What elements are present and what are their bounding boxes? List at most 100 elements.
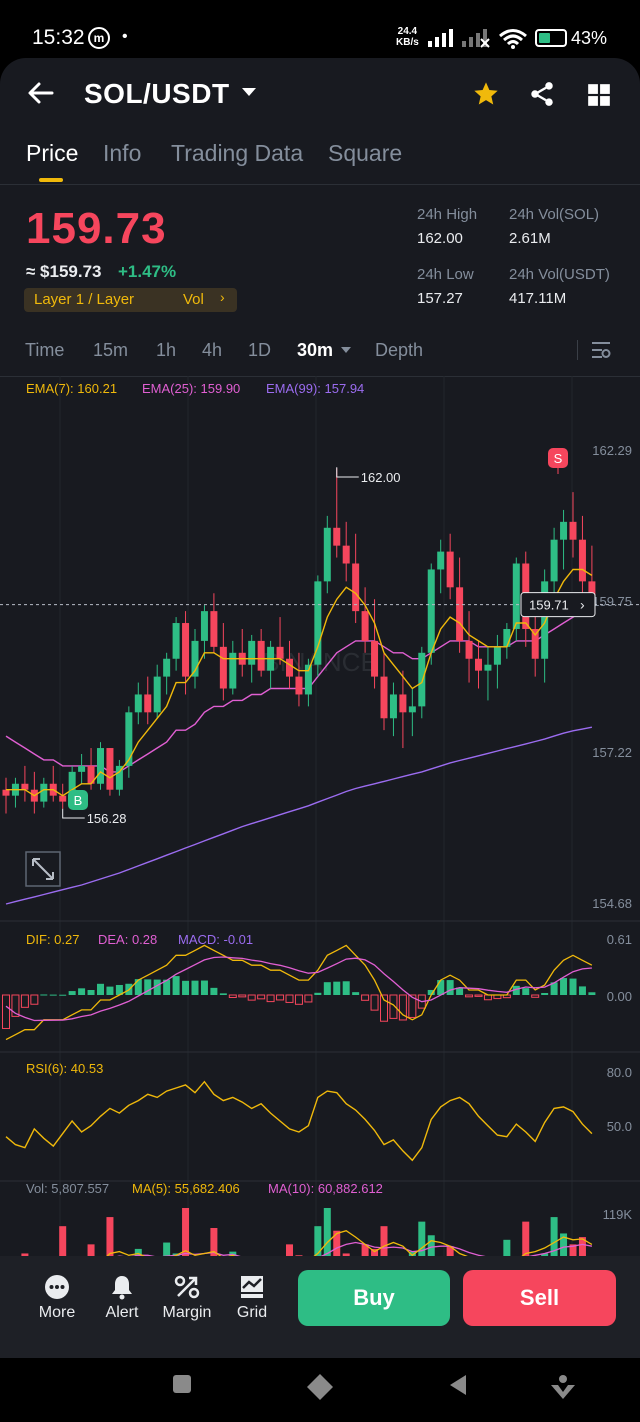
buy-marker-badge [68,790,88,810]
volume-bar [550,1217,558,1256]
candle [475,658,482,671]
expand-icon[interactable] [25,851,61,887]
status-time: 15:32 [32,26,85,49]
macd-histogram-bar [361,994,370,1001]
candle [437,551,445,570]
last-price-label: 159.71 [529,598,569,613]
candle [361,611,369,641]
signal-2-icon [462,29,490,48]
candle [446,551,454,588]
volume-bar [134,1248,142,1256]
macd-histogram-bar [522,988,530,995]
macd-histogram-bar [398,994,407,1021]
volume-bar [182,1208,190,1256]
dif-line [5,944,593,1041]
more-icon [45,1275,69,1299]
candle [304,664,312,695]
timeframe-15m[interactable]: 15m [93,340,129,360]
chart-settings-icon[interactable] [590,339,612,361]
candle [182,623,190,677]
macd-histogram-bar [78,988,86,995]
rsi-legend: RSI(6): 40.53 [26,1061,103,1076]
volume-bar [503,1239,511,1256]
chevron-down-icon[interactable] [240,86,258,98]
tab-info[interactable]: Info [103,140,142,166]
favorite-star-icon[interactable] [472,80,500,108]
more-button[interactable]: More [27,1274,87,1322]
candle [371,640,379,677]
candle [352,563,360,612]
volume-bar [541,1253,549,1256]
last-price-chevron-icon: › [580,597,585,613]
tab-trading-data[interactable]: Trading Data [171,140,304,166]
macd-histogram-bar [531,994,540,998]
buy-button[interactable]: Buy [298,1270,450,1326]
candle [106,748,114,790]
volume-bar [371,1248,379,1256]
low-marker-line [62,808,85,819]
candle [286,658,293,677]
macd-histogram-bar [333,981,341,995]
price-axis-tick: 154.68 [592,896,632,911]
timeframe-time[interactable]: Time [25,340,65,360]
candle [389,694,397,719]
tab-square[interactable]: Square [328,140,403,166]
timeframe-4h[interactable]: 4h [202,340,223,360]
macd-histogram-bar [238,994,247,998]
price-axis-tick: 162.29 [592,443,632,458]
back-arrow-icon[interactable] [26,78,56,108]
grid-label: Grid [236,1304,268,1321]
alert-button[interactable]: Alert [92,1274,152,1322]
candle [68,771,76,802]
candle [408,706,416,713]
timeframe-1h[interactable]: 1h [156,340,177,360]
dea-line [5,956,592,1022]
candle [115,765,123,790]
volume-bar [295,1255,303,1256]
macd-histogram-bar [569,978,577,995]
candle [87,765,95,784]
candle [219,646,227,689]
back-triangle-icon[interactable] [446,1372,472,1398]
home-diamond-icon[interactable] [305,1372,335,1402]
macd-histogram-bar [106,986,114,995]
grid-menu-icon[interactable] [586,82,612,108]
candle [276,646,284,659]
macd-histogram-bar [134,979,142,995]
ema25-legend: EMA(25): 159.90 [142,381,240,396]
tab-price[interactable]: Price [26,140,79,166]
assistant-icon[interactable] [548,1372,578,1402]
bell-icon [112,1276,132,1300]
macd-histogram-bar [2,994,10,1029]
status-bar: 15:32 m • 24.4 KB/s 43% [0,0,640,58]
candle [427,569,435,653]
macd-histogram-bar [266,994,275,1003]
category-tag[interactable]: Layer 1 / Layer Vol › [24,288,237,312]
margin-button[interactable]: Margin [157,1274,217,1322]
candle [97,748,104,784]
bottom-action-bar: More Alert Margin Grid Buy [0,1256,640,1358]
macd-histogram-bar [314,992,322,995]
more-label: More [38,1304,76,1321]
volume-bar [286,1244,293,1256]
recents-square-icon[interactable] [170,1372,194,1396]
ema7-line [6,568,593,797]
share-icon[interactable] [528,80,556,108]
sell-button[interactable]: Sell [463,1270,616,1326]
macd-histogram-bar [588,992,596,995]
volume-bar [87,1244,95,1256]
timeframe-depth[interactable]: Depth [375,340,424,360]
app-screen: SOL/USDT Price Info Trading Data Square … [0,58,640,1358]
timeframe-1d[interactable]: 1D [248,340,272,360]
timeframe-30m[interactable]: 30m [297,340,334,360]
vol-ma5-legend: MA(5): 55,682.406 [132,1181,240,1196]
vol-sol-value: 2.61M [509,230,551,247]
macd-histogram-bar [483,994,492,1001]
candle [78,765,86,772]
candle [493,646,501,665]
grid-button[interactable]: Grid [222,1274,282,1322]
pair-title[interactable]: SOL/USDT [84,78,230,109]
macd-histogram-bar [370,994,379,1011]
candle [399,694,407,713]
